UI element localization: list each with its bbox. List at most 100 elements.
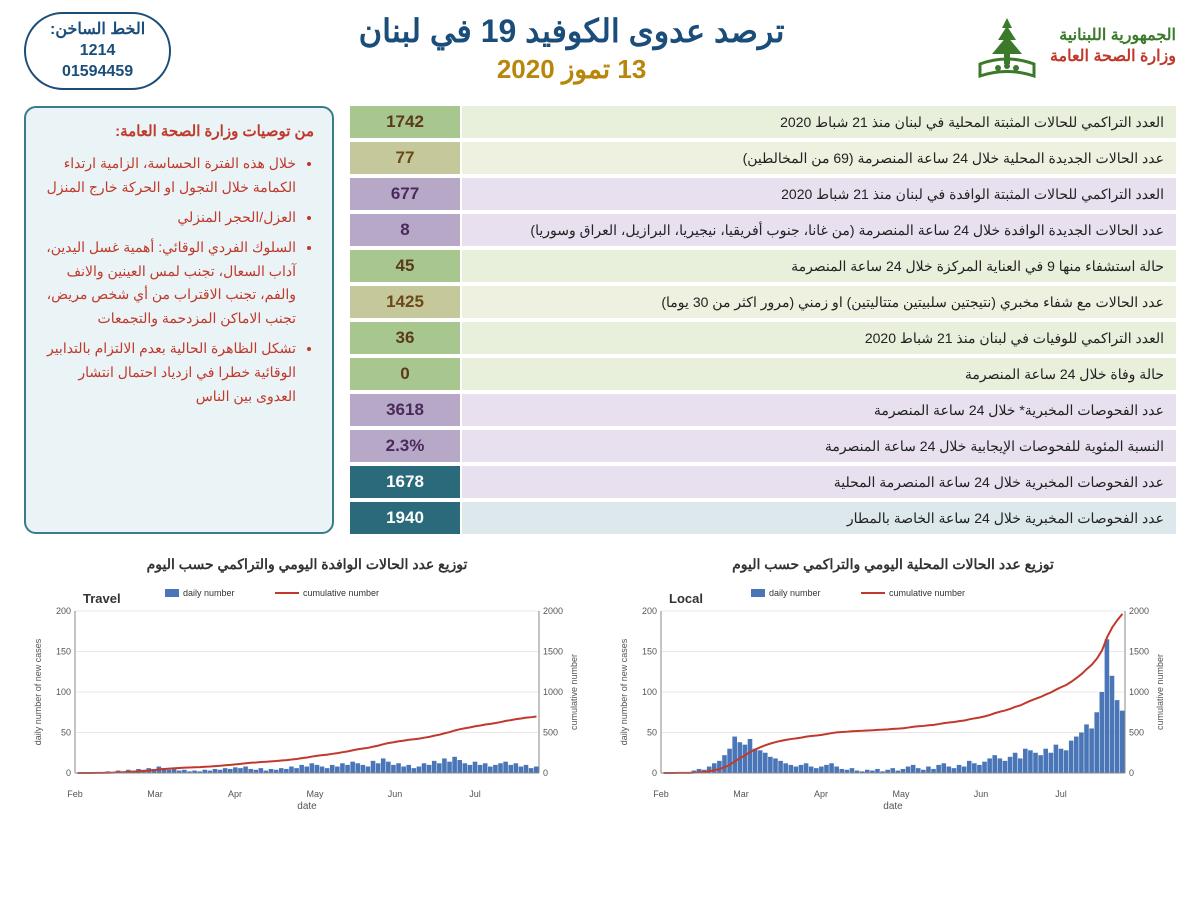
hotline-number-2: 01594459 [50, 62, 145, 83]
chart-travel-title: توزيع عدد الحالات الوافدة اليومي والتراك… [24, 556, 590, 573]
stat-value: 8 [350, 214, 460, 246]
recommendations-box: من توصيات وزارة الصحة العامة: خلال هذه ا… [24, 106, 334, 534]
svg-text:Travel: Travel [83, 591, 121, 606]
svg-text:2000: 2000 [543, 606, 563, 616]
svg-text:cumulative number: cumulative number [889, 588, 965, 598]
stat-value: 1742 [350, 106, 460, 138]
stat-row: العدد التراكمي للحالات المثبتة المحلية ف… [350, 106, 1176, 138]
org-line-2: وزارة الصحة العامة [1050, 47, 1176, 68]
svg-text:0: 0 [652, 768, 657, 778]
svg-text:Feb: Feb [67, 789, 83, 799]
svg-text:500: 500 [1129, 728, 1144, 738]
header: الجمهورية اللبنانية وزارة الصحة العامة ت… [0, 0, 1200, 98]
title-block: ترصد عدوى الكوفيد 19 في لبنان 13 تموز 20… [187, 12, 956, 85]
stat-label: العدد التراكمي للحالات المثبتة الوافدة ف… [462, 178, 1176, 210]
svg-text:200: 200 [642, 606, 657, 616]
stat-label: عدد الفحوصات المخبرية خلال 24 ساعة الخاص… [462, 502, 1176, 534]
svg-text:cumulative number: cumulative number [303, 588, 379, 598]
svg-text:0: 0 [543, 768, 548, 778]
svg-text:May: May [306, 789, 324, 799]
stat-row: عدد الحالات الجديدة المحلية خلال 24 ساعة… [350, 142, 1176, 174]
svg-text:daily number of new cases: daily number of new cases [33, 639, 43, 746]
stat-label: عدد الحالات الجديدة الوافدة خلال 24 ساعة… [462, 214, 1176, 246]
svg-text:150: 150 [642, 647, 657, 657]
svg-text:daily number: daily number [183, 588, 235, 598]
stat-value: 1425 [350, 286, 460, 318]
stat-row: عدد الحالات مع شفاء مخبري (نتيجتين سلبيت… [350, 286, 1176, 318]
stat-row: العدد التراكمي للحالات المثبتة الوافدة ف… [350, 178, 1176, 210]
stat-label: عدد الحالات مع شفاء مخبري (نتيجتين سلبيت… [462, 286, 1176, 318]
svg-text:1500: 1500 [543, 647, 563, 657]
stat-row: حالة وفاة خلال 24 ساعة المنصرمة0 [350, 358, 1176, 390]
svg-text:date: date [883, 801, 903, 812]
svg-text:Apr: Apr [814, 789, 828, 799]
svg-text:0: 0 [1129, 768, 1134, 778]
logo-block: الجمهورية اللبنانية وزارة الصحة العامة [972, 12, 1176, 82]
report-date: 13 تموز 2020 [187, 54, 956, 85]
stat-value: 1678 [350, 466, 460, 498]
svg-text:100: 100 [56, 687, 71, 697]
stat-row: النسبة المئوية للفحوصات الإيجابية خلال 2… [350, 430, 1176, 462]
org-line-1: الجمهورية اللبنانية [1050, 26, 1176, 47]
stat-label: حالة وفاة خلال 24 ساعة المنصرمة [462, 358, 1176, 390]
stat-row: حالة استشفاء منها 9 في العناية المركزة خ… [350, 250, 1176, 282]
page-title: ترصد عدوى الكوفيد 19 في لبنان [187, 12, 956, 50]
svg-text:1500: 1500 [1129, 647, 1149, 657]
svg-text:2000: 2000 [1129, 606, 1149, 616]
svg-text:Mar: Mar [733, 789, 749, 799]
chart-local-block: توزيع عدد الحالات المحلية اليومي والتراك… [610, 556, 1176, 818]
stat-label: عدد الفحوصات المخبرية* خلال 24 ساعة المن… [462, 394, 1176, 426]
stat-value: 0 [350, 358, 460, 390]
svg-text:cumulative number: cumulative number [569, 654, 579, 730]
hotline-badge: الخط الساخن: 1214 01594459 [24, 12, 171, 90]
stat-row: العدد التراكمي للوفيات في لبنان منذ 21 ش… [350, 322, 1176, 354]
svg-text:1000: 1000 [543, 687, 563, 697]
cedar-logo-icon [972, 12, 1042, 82]
hotline-label: الخط الساخن: [50, 20, 145, 41]
stat-label: النسبة المئوية للفحوصات الإيجابية خلال 2… [462, 430, 1176, 462]
tip-item: خلال هذه الفترة الحساسة، الزامية ارتداء … [44, 152, 296, 200]
chart-local-title: توزيع عدد الحالات المحلية اليومي والتراك… [610, 556, 1176, 573]
svg-text:daily number of new cases: daily number of new cases [619, 639, 629, 746]
hotline-number-1: 1214 [50, 41, 145, 62]
stat-label: عدد الحالات الجديدة المحلية خلال 24 ساعة… [462, 142, 1176, 174]
svg-text:Feb: Feb [653, 789, 669, 799]
chart-travel: 0501001502000500100015002000FebMarAprMay… [24, 583, 590, 813]
tip-item: العزل/الحجر المنزلي [44, 206, 296, 230]
svg-text:Jul: Jul [1055, 789, 1067, 799]
chart-local: 0501001502000500100015002000FebMarAprMay… [610, 583, 1176, 813]
stats-table: العدد التراكمي للحالات المثبتة المحلية ف… [350, 106, 1176, 534]
stat-label: العدد التراكمي للوفيات في لبنان منذ 21 ش… [462, 322, 1176, 354]
stat-row: عدد الفحوصات المخبرية خلال 24 ساعة الخاص… [350, 502, 1176, 534]
stat-value: 77 [350, 142, 460, 174]
stat-label: عدد الفحوصات المخبرية خلال 24 ساعة المنص… [462, 466, 1176, 498]
tips-list: خلال هذه الفترة الحساسة، الزامية ارتداء … [44, 152, 314, 408]
stat-row: عدد الفحوصات المخبرية* خلال 24 ساعة المن… [350, 394, 1176, 426]
svg-text:1000: 1000 [1129, 687, 1149, 697]
svg-text:Jun: Jun [974, 789, 989, 799]
stat-value: 3618 [350, 394, 460, 426]
svg-text:Jul: Jul [469, 789, 481, 799]
stat-label: العدد التراكمي للحالات المثبتة المحلية ف… [462, 106, 1176, 138]
tips-title: من توصيات وزارة الصحة العامة: [44, 122, 314, 140]
stat-value: 1940 [350, 502, 460, 534]
stat-value: 677 [350, 178, 460, 210]
tip-item: السلوك الفردي الوقائي: أهمية غسل اليدين،… [44, 236, 296, 331]
charts-row: توزيع عدد الحالات المحلية اليومي والتراك… [0, 542, 1200, 826]
stat-value: 36 [350, 322, 460, 354]
chart-travel-block: توزيع عدد الحالات الوافدة اليومي والتراك… [24, 556, 590, 818]
svg-text:daily number: daily number [769, 588, 821, 598]
svg-text:150: 150 [56, 647, 71, 657]
svg-text:0: 0 [66, 768, 71, 778]
stat-value: 2.3% [350, 430, 460, 462]
svg-text:500: 500 [543, 728, 558, 738]
svg-text:Apr: Apr [228, 789, 242, 799]
svg-text:200: 200 [56, 606, 71, 616]
stat-value: 45 [350, 250, 460, 282]
svg-text:Local: Local [669, 591, 703, 606]
svg-text:date: date [297, 801, 317, 812]
tip-item: تشكل الظاهرة الحالية بعدم الالتزام بالتد… [44, 337, 296, 408]
svg-text:100: 100 [642, 687, 657, 697]
svg-text:Mar: Mar [147, 789, 163, 799]
svg-text:50: 50 [61, 728, 71, 738]
